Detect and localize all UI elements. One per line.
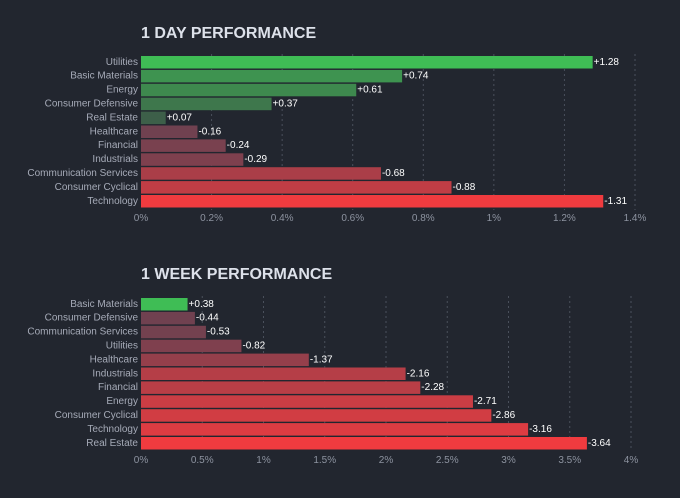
week-x-tick-label: 1.5% [313,455,336,466]
week-value-label: +0.38 [189,299,215,310]
week-value-label: -2.16 [407,368,430,379]
day-chart-title: 1 DAY PERFORMANCE [141,25,316,42]
day-x-tick-label: 1.2% [553,213,576,224]
day-value-label: +0.37 [273,98,299,109]
week-value-label: -3.64 [588,438,611,449]
day-category-label: Real Estate [86,112,138,123]
day-value-label: -1.31 [604,196,627,207]
day-value-label: +0.07 [167,112,193,123]
week-bar [141,423,529,436]
day-category-label: Basic Materials [70,71,138,82]
day-bar [141,195,604,208]
week-x-tick-label: 1% [256,455,271,466]
day-bar [141,56,593,69]
week-category-label: Communication Services [27,327,138,338]
week-category-label: Consumer Cyclical [55,410,138,421]
day-value-label: +0.74 [403,71,429,82]
day-bar [141,69,403,83]
day-value-label: -0.24 [227,140,250,151]
week-category-label: Basic Materials [70,299,138,310]
week-category-label: Healthcare [90,354,139,365]
day-x-tick-label: 0.8% [412,213,435,224]
week-value-label: -3.16 [529,424,552,435]
week-value-label: -1.37 [310,354,333,365]
day-x-tick-label: 0.2% [200,213,223,224]
day-value-label: -0.68 [382,168,405,179]
day-bar [141,153,244,166]
day-x-tick-label: 0% [134,213,149,224]
day-x-tick-label: 1% [487,213,502,224]
day-bar [141,97,272,111]
week-category-label: Energy [106,396,138,407]
day-category-label: Industrials [92,154,138,165]
day-category-label: Consumer Defensive [45,98,139,109]
week-x-tick-label: 2% [379,455,394,466]
week-x-tick-label: 0.5% [191,455,214,466]
week-bar [141,353,309,367]
day-category-label: Communication Services [27,168,138,179]
week-bar [141,298,188,311]
week-bar [141,409,492,422]
week-value-label: -2.86 [492,410,515,421]
week-bar [141,325,206,339]
day-value-label: -0.16 [198,126,221,137]
day-category-label: Consumer Cyclical [55,182,138,193]
week-value-label: -0.82 [242,340,265,351]
week-x-tick-label: 0% [134,455,149,466]
day-bar [141,111,166,125]
week-bar [141,311,195,325]
week-value-label: -2.71 [474,396,497,407]
day-category-label: Technology [87,196,138,207]
day-value-label: -0.29 [244,154,267,165]
day-value-label: -0.88 [453,182,476,193]
week-value-label: -0.53 [207,327,230,338]
day-category-label: Financial [98,140,138,151]
week-bar [141,395,473,408]
day-category-label: Energy [106,85,138,96]
day-bar [141,167,381,180]
day-x-tick-label: 1.4% [624,213,647,224]
day-bar [141,181,452,194]
week-category-label: Consumer Defensive [45,313,139,324]
week-chart-title: 1 WEEK PERFORMANCE [141,266,332,283]
week-value-label: -0.44 [196,313,219,324]
week-bar [141,367,406,380]
day-value-label: +1.28 [594,57,620,68]
week-category-label: Industrials [92,368,138,379]
week-x-tick-label: 3% [501,455,516,466]
week-category-label: Real Estate [86,438,138,449]
week-x-tick-label: 4% [624,455,639,466]
week-category-label: Financial [98,382,138,393]
week-value-label: -2.28 [421,382,444,393]
week-bar [141,381,421,394]
week-x-tick-label: 3.5% [558,455,581,466]
day-performance-chart: 1 DAY PERFORMANCE 0% 0.2% 0.4% 0.6% 0.8% 1% 1.2… [27,25,646,224]
day-value-label: +0.61 [357,85,383,96]
day-category-label: Healthcare [90,126,139,137]
day-bar [141,139,226,152]
week-performance-chart: 1 WEEK PERFORMANCE 0% 0.5% 1% 1.5% 2% 2.5% 3% 3.… [27,266,638,466]
week-x-tick-label: 2.5% [436,455,459,466]
week-bar [141,437,587,450]
day-bar [141,125,198,138]
day-x-tick-label: 0.6% [341,213,364,224]
day-x-tick-label: 0.4% [271,213,294,224]
week-category-label: Technology [87,424,138,435]
week-bar [141,339,242,353]
day-bar [141,83,357,97]
week-category-label: Utilities [106,340,138,351]
day-category-label: Utilities [106,57,138,68]
